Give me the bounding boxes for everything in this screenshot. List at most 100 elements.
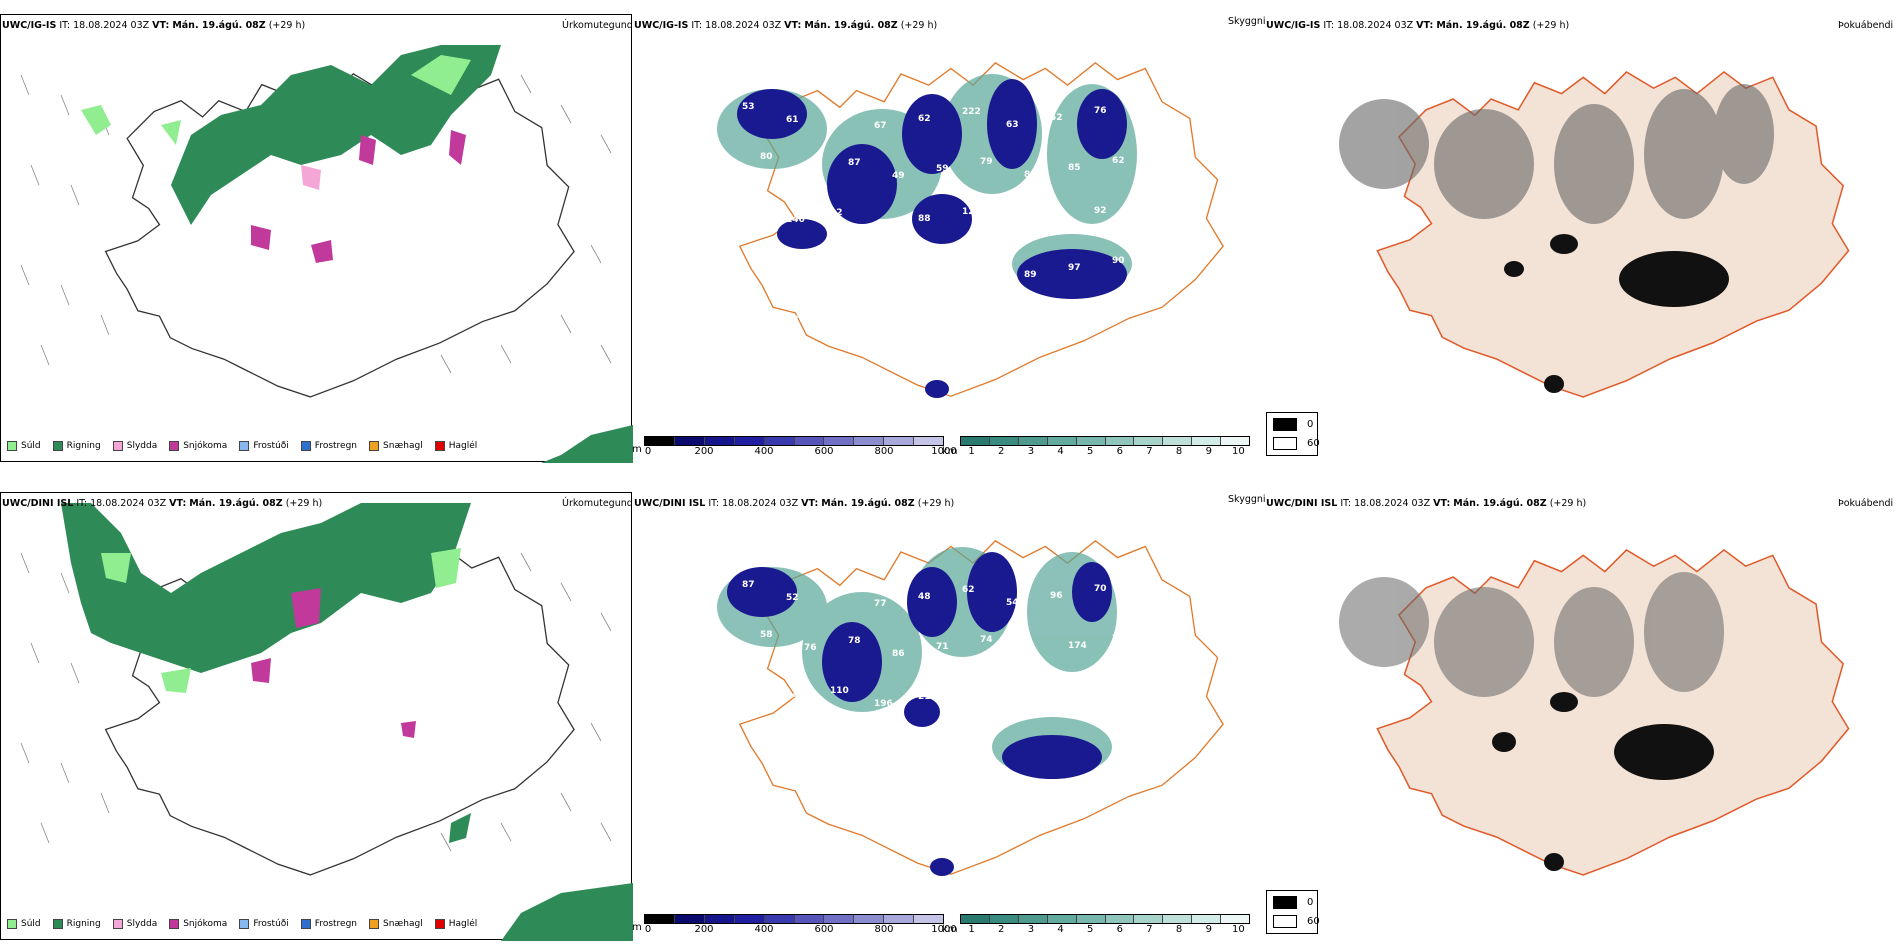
vis-tick-label: 8 <box>1175 924 1183 935</box>
cloud-base-value: 69 <box>1024 648 1037 658</box>
fog-swatch-0 <box>1273 418 1297 431</box>
legend-item-1: Rigning <box>52 919 101 929</box>
row-1: Súld Rigning Slydda Snjókoma Frostúði Frostre… <box>0 478 1900 948</box>
model-name: UWC/DINI ISL <box>1266 498 1338 509</box>
precip-title-0: Úrkomutegund <box>562 20 633 31</box>
fog-swatch-60 <box>1273 915 1297 928</box>
vt-label: VT: <box>152 20 170 31</box>
legend-swatch <box>7 441 17 451</box>
height-color-step <box>884 437 915 445</box>
vis-color-step <box>1221 915 1250 923</box>
precip-legend-1: Súld Rigning Slydda Snjókoma Frostúði Frostre… <box>7 919 477 929</box>
vis-color-step <box>1163 437 1193 445</box>
cloud-base-value: 89 <box>830 586 843 596</box>
cloud-base-value: 211 <box>918 692 937 702</box>
vt-label: VT: <box>169 498 187 509</box>
height-tick-label: 600 <box>814 446 834 457</box>
vis-tick-label: 2 <box>998 924 1005 935</box>
legend-swatch <box>300 441 311 451</box>
fog-label-high: 60 <box>1307 916 1320 927</box>
legend-label: Súld <box>21 919 41 929</box>
legend-swatch <box>112 441 123 451</box>
legend-item-7: Haglél <box>434 441 477 451</box>
legend-item-4: Frostúði <box>239 441 289 451</box>
height-tick-label: 1000 <box>931 924 957 935</box>
precip-map-0 <box>20 45 633 463</box>
cloud-base-value: 70 <box>1094 584 1107 594</box>
vis-tick-label: 4 <box>1057 924 1064 935</box>
cloud-base-value: 62 <box>1112 156 1125 166</box>
legend-label: Snæhagl <box>383 919 423 929</box>
cloud-base-value: 81 <box>804 165 817 175</box>
valid-time: Mán. 19.ágú. 08Z <box>172 20 266 31</box>
cloud-title-0: Skyggni <box>1228 16 1266 27</box>
legend-item-4: Frostúði <box>239 919 289 929</box>
valid-time: Mán. 19.ágú. 08Z <box>1436 20 1530 31</box>
vis-color-step <box>1105 915 1135 923</box>
fog-title-0: Þokuábendi <box>1838 20 1894 31</box>
vis-color-step <box>1047 437 1077 445</box>
cloud-header-1: UWC/DINI ISL IT: 18.08.2024 03Z VT: Mán.… <box>634 498 954 509</box>
height-color-step <box>794 915 825 923</box>
lead-time: (+29 h) <box>268 20 306 31</box>
height-color-step <box>645 437 675 445</box>
height-color-step <box>645 915 675 923</box>
vt-label: VT: <box>1433 498 1451 509</box>
legend-swatch <box>239 441 250 451</box>
cloud-base-value: 91 <box>804 265 817 275</box>
cloud-base-value: 53 <box>1050 213 1063 223</box>
height-unit-0: m <box>632 444 642 455</box>
vis-tick-label: 6 <box>1116 446 1123 457</box>
height-color-step <box>704 915 735 923</box>
cloud-base-value: 88 <box>918 214 931 224</box>
height-tick-label: 600 <box>814 924 834 935</box>
cloud-base-value: 87 <box>742 580 755 590</box>
height-labels-1: 0 200 400 600 800 1000 <box>644 924 957 936</box>
legend-swatch <box>169 919 180 929</box>
legend-swatch <box>52 441 63 451</box>
fog-map-1 <box>1339 549 1850 876</box>
init-time: IT: 18.08.2024 03Z <box>691 20 782 31</box>
legend-label: Rigning <box>66 919 101 929</box>
model-name: UWC/IG-IS <box>1266 20 1321 31</box>
valid-time: Mán. 19.ágú. 08Z <box>189 498 283 509</box>
fog-header-1: UWC/DINI ISL IT: 18.08.2024 03Z VT: Mán.… <box>1266 498 1586 509</box>
precip-map-1 <box>20 503 633 941</box>
cloud-base-value: 49 <box>892 171 905 181</box>
vis-color-step <box>1221 437 1250 445</box>
cloud-base-value: 92 <box>830 208 843 218</box>
fog-swatch-60 <box>1273 437 1297 450</box>
fog-title-1: Þokuábendi <box>1838 498 1894 509</box>
cloud-base-value: 51 <box>742 202 755 212</box>
fog-label-low: 0 <box>1307 419 1314 430</box>
fog-legend-0: 0 60 <box>1266 412 1320 456</box>
cloud-base-value: 59 <box>936 164 949 174</box>
vis-tick-label: 3 <box>1027 446 1035 457</box>
cloud-base-value: 82 <box>742 302 755 312</box>
vis-color-step <box>1076 915 1106 923</box>
cloud-base-value: 58 <box>760 630 773 640</box>
legend-label: Frostregn <box>314 919 358 929</box>
init-time: IT: 18.08.2024 03Z <box>1323 20 1414 31</box>
precip-panel-1: Súld Rigning Slydda Snjókoma Frostúði Frostre… <box>0 492 633 941</box>
vis-unit-1: km <box>942 924 958 935</box>
fog-legend-1: 0 60 <box>1266 890 1320 934</box>
lead-time: (+29 h) <box>285 498 323 509</box>
vis-labels-1: 1 2 3 4 5 6 7 8 9 10 <box>960 924 1250 936</box>
fog-panel-0: 0 60 <box>1264 14 1900 462</box>
cloud-base-value: 78 <box>786 315 799 325</box>
vis-color-step <box>1163 915 1193 923</box>
height-colorbar-1 <box>644 914 944 924</box>
cloud-base-value: 77 <box>874 599 887 609</box>
cloud-base-value: 123 <box>962 207 981 217</box>
cloud-base-value: 85 <box>1068 163 1081 173</box>
fog-panel-1: 0 60 <box>1264 492 1900 940</box>
cloud-base-value: 86 <box>1024 170 1037 180</box>
vis-tick-label: 8 <box>1175 446 1183 457</box>
vis-tick-label: 10 <box>1232 446 1245 457</box>
fog-swatch-0 <box>1273 896 1297 909</box>
legend-swatch <box>7 919 17 929</box>
legend-swatch <box>239 919 250 929</box>
legend-item-5: Frostregn <box>300 441 357 451</box>
cloud-base-value: 75 <box>786 693 799 703</box>
